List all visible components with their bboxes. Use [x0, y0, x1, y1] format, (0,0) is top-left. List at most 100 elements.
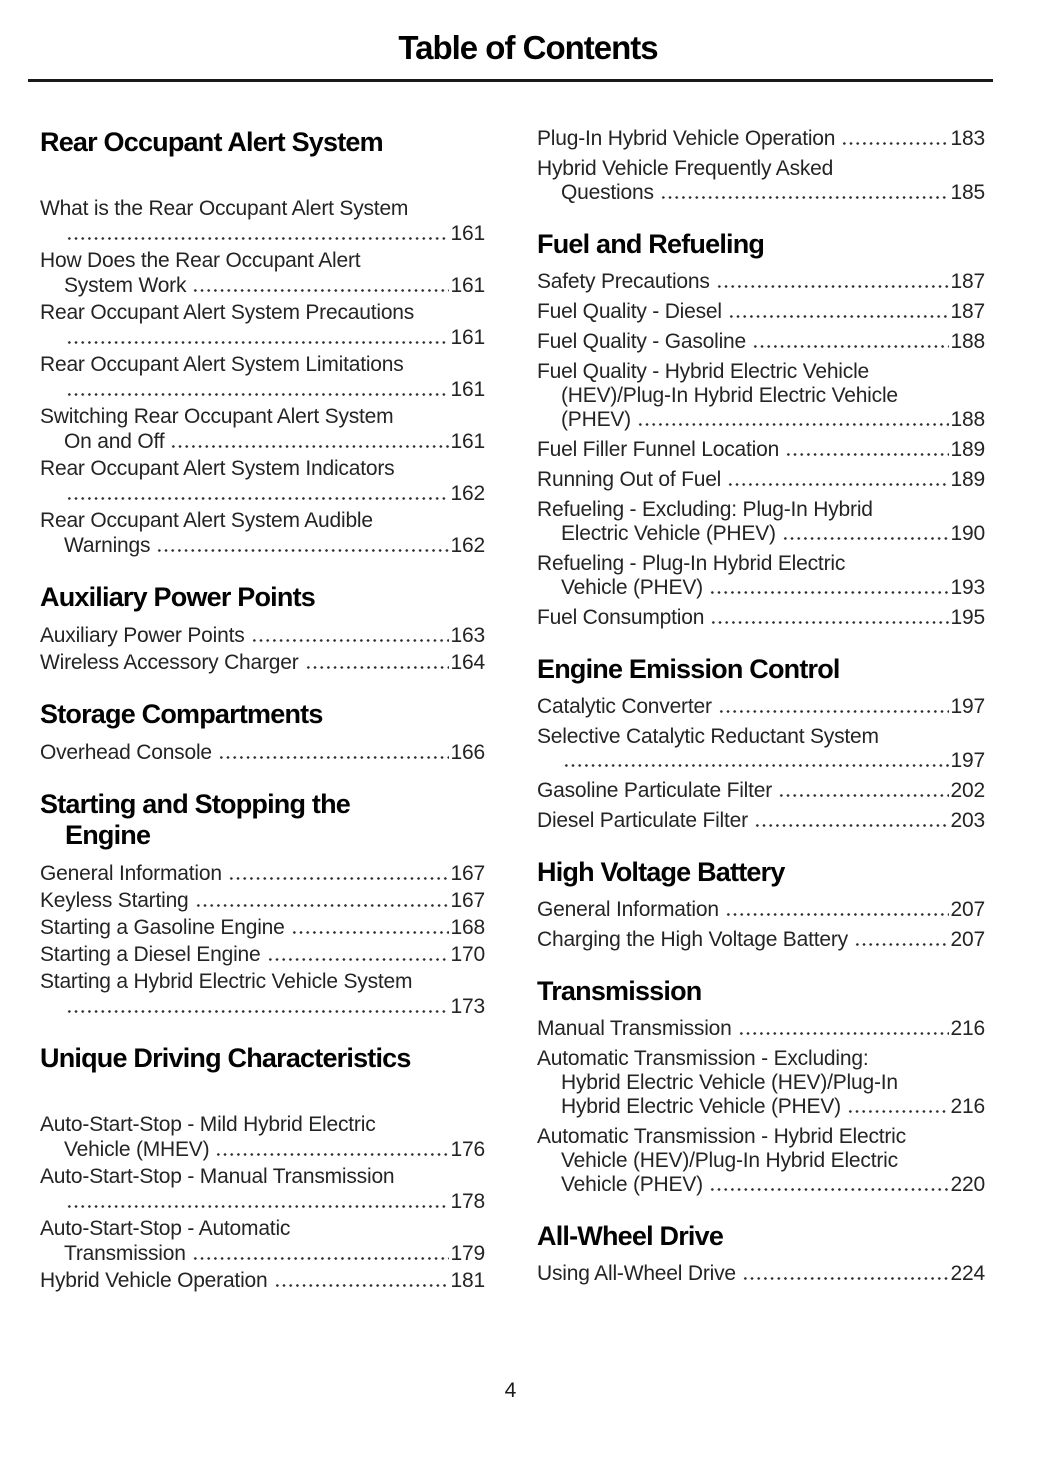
entry-leader-row: 161 — [40, 221, 485, 246]
entry-leader-row: Charging the High Voltage Battery 207 — [537, 928, 985, 952]
entry-leader-row: Fuel Consumption 195 — [537, 606, 985, 630]
entry-text-line: Rear Occupant Alert System Audible — [40, 509, 373, 532]
toc-entry[interactable]: Hybrid Vehicle Frequently Asked Questions… — [537, 157, 985, 205]
toc-entry[interactable]: Using All-Wheel Drive 224 — [537, 1262, 985, 1286]
entry-text-line: Refueling - Excluding: Plug-In Hybrid — [537, 498, 873, 521]
toc-entry[interactable]: Running Out of Fuel 189 — [537, 468, 985, 492]
entry-leader-row: Starting a Diesel Engine 170 — [40, 942, 485, 967]
entry-leader-row: Safety Precautions 187 — [537, 270, 985, 294]
dot-leader — [563, 764, 949, 767]
toc-entry[interactable]: General Information 167 — [40, 861, 485, 886]
entry-page-number: 161 — [450, 430, 486, 453]
entry-leader-row: Hybrid Vehicle Operation 181 — [40, 1268, 485, 1293]
toc-entry[interactable]: Gasoline Particulate Filter 202 — [537, 779, 985, 803]
toc-section: Auxiliary Power Points Auxiliary Power Po… — [40, 582, 485, 675]
toc-entry[interactable]: Rear Occupant Alert System Indicators 162 — [40, 456, 485, 506]
toc-entry[interactable]: Switching Rear Occupant Alert System On a… — [40, 404, 485, 454]
entry-page-number: 188 — [950, 330, 986, 353]
entry-label: Vehicle (PHEV) — [561, 576, 703, 599]
toc-section: Unique Driving Characteristics Auto-Start… — [40, 1043, 485, 1293]
dot-leader — [266, 958, 449, 961]
entry-text-line: What is the Rear Occupant Alert System — [40, 197, 409, 220]
entry-page-number: 195 — [950, 606, 986, 629]
toc-entry[interactable]: Hybrid Vehicle Operation 181 — [40, 1268, 485, 1293]
toc-entry[interactable]: Automatic Transmission - Hybrid Electric… — [537, 1125, 985, 1197]
entry-text-line: Fuel Quality - Hybrid Electric Vehicle — [537, 360, 870, 383]
entry-leader-row: Running Out of Fuel 189 — [537, 468, 985, 492]
toc-entry[interactable]: Safety Precautions 187 — [537, 270, 985, 294]
entry-page-number: 161 — [450, 222, 486, 245]
entry-page-number: 161 — [450, 378, 486, 401]
toc-entry[interactable]: Rear Occupant Alert System Audible Warnin… — [40, 508, 485, 558]
toc-entry[interactable]: General Information 207 — [537, 898, 985, 922]
section-heading-line: High Voltage Battery — [537, 857, 785, 887]
entry-leader-row: Fuel Filler Funnel Location 189 — [537, 438, 985, 462]
entry-text-line: (HEV)/Plug-In Hybrid Electric Vehicle — [561, 384, 898, 407]
toc-entry[interactable]: Rear Occupant Alert System Precautions 16… — [40, 300, 485, 350]
toc-entry[interactable]: Fuel Consumption 195 — [537, 606, 985, 630]
entry-leader-row: Hybrid Electric Vehicle (PHEV) 216 — [537, 1095, 985, 1119]
entry-leader-row: 178 — [40, 1189, 485, 1214]
section-heading: Storage Compartments — [40, 699, 485, 730]
entry-label: Starting a Diesel Engine — [40, 943, 261, 966]
toc-entry[interactable]: Automatic Transmission - Excluding: Hybri… — [537, 1047, 985, 1119]
toc-section: Transmission Manual Transmission 216 Automa… — [537, 976, 985, 1197]
entry-leader-row: Vehicle (MHEV) 176 — [40, 1137, 485, 1162]
toc-entry[interactable]: Wireless Accessory Charger 164 — [40, 650, 485, 675]
section-heading: All-Wheel Drive — [537, 1221, 985, 1252]
entry-label: On and Off — [64, 430, 165, 453]
section-heading: Engine Emission Control — [537, 654, 985, 685]
dot-leader — [304, 666, 449, 669]
toc-entry[interactable]: Diesel Particulate Filter 203 — [537, 809, 985, 833]
toc-entry[interactable]: Manual Transmission 216 — [537, 1017, 985, 1041]
entry-leader-row: General Information 207 — [537, 898, 985, 922]
toc-entry[interactable]: Charging the High Voltage Battery 207 — [537, 928, 985, 952]
toc-entry[interactable]: Fuel Quality - Hybrid Electric Vehicle (H… — [537, 360, 985, 432]
dot-leader — [715, 285, 949, 288]
toc-entry[interactable]: Fuel Filler Funnel Location 189 — [537, 438, 985, 462]
toc-entry[interactable]: Refueling - Excluding: Plug-In Hybrid Ele… — [537, 498, 985, 546]
entry-leader-row: General Information 167 — [40, 861, 485, 886]
entry-page-number: 183 — [950, 127, 986, 150]
toc-entry[interactable]: Catalytic Converter 197 — [537, 695, 985, 719]
toc-entry[interactable]: Auto-Start-Stop - Manual Transmission 178 — [40, 1164, 485, 1214]
toc-section: Storage Compartments Overhead Console 166 — [40, 699, 485, 765]
entry-leader-row: Plug-In Hybrid Vehicle Operation 183 — [537, 127, 985, 151]
toc-entry[interactable]: How Does the Rear Occupant Alert System W… — [40, 248, 485, 298]
toc-entry[interactable]: Overhead Console 166 — [40, 740, 485, 765]
toc-entry[interactable]: Fuel Quality - Gasoline 188 — [537, 330, 985, 354]
section-heading-line: Rear Occupant Alert System — [40, 127, 384, 157]
entry-text-line: How Does the Rear Occupant Alert — [40, 249, 361, 272]
dot-leader — [853, 943, 949, 946]
toc-entry[interactable]: What is the Rear Occupant Alert System 16… — [40, 196, 485, 246]
toc-entry[interactable]: Starting a Diesel Engine 170 — [40, 942, 485, 967]
dot-leader — [708, 591, 949, 594]
toc-entry[interactable]: Auto-Start-Stop - Automatic Transmission 1… — [40, 1216, 485, 1266]
dot-leader — [273, 1284, 449, 1287]
toc-entry[interactable]: Plug-In Hybrid Vehicle Operation 183 — [537, 127, 985, 151]
toc-entry[interactable]: Fuel Quality - Diesel 187 — [537, 300, 985, 324]
toc-entry[interactable]: Starting a Hybrid Electric Vehicle Syste… — [40, 969, 485, 1019]
dot-leader — [170, 445, 449, 448]
entry-leader-row: 197 — [537, 749, 985, 773]
section-heading: Unique Driving Characteristics — [40, 1043, 485, 1074]
toc-entry[interactable]: Starting a Gasoline Engine 168 — [40, 915, 485, 940]
toc-entry[interactable]: Keyless Starting 167 — [40, 888, 485, 913]
entry-page-number: 189 — [950, 468, 986, 491]
toc-entry[interactable]: Rear Occupant Alert System Limitations 16… — [40, 352, 485, 402]
entry-page-number: 216 — [950, 1017, 986, 1040]
entry-leader-row: Starting a Gasoline Engine 168 — [40, 915, 485, 940]
dot-leader — [66, 1205, 449, 1208]
toc-entry[interactable]: Refueling - Plug-In Hybrid Electric Vehic… — [537, 552, 985, 600]
entry-text-line: Starting a Hybrid Electric Vehicle Syste… — [40, 970, 413, 993]
entry-leader-row: Wireless Accessory Charger 164 — [40, 650, 485, 675]
entry-label: Fuel Quality - Diesel — [537, 300, 722, 323]
toc-entry[interactable]: Auxiliary Power Points 163 — [40, 623, 485, 648]
toc-entry[interactable]: Selective Catalytic Reductant System 197 — [537, 725, 985, 773]
entry-page-number: 202 — [950, 779, 986, 802]
entry-leader-row: Using All-Wheel Drive 224 — [537, 1262, 985, 1286]
entry-page-number: 168 — [450, 916, 486, 939]
entry-page-number: 187 — [950, 270, 986, 293]
entry-label: Fuel Filler Funnel Location — [537, 438, 780, 461]
toc-entry[interactable]: Auto-Start-Stop - Mild Hybrid Electric Ve… — [40, 1112, 485, 1162]
